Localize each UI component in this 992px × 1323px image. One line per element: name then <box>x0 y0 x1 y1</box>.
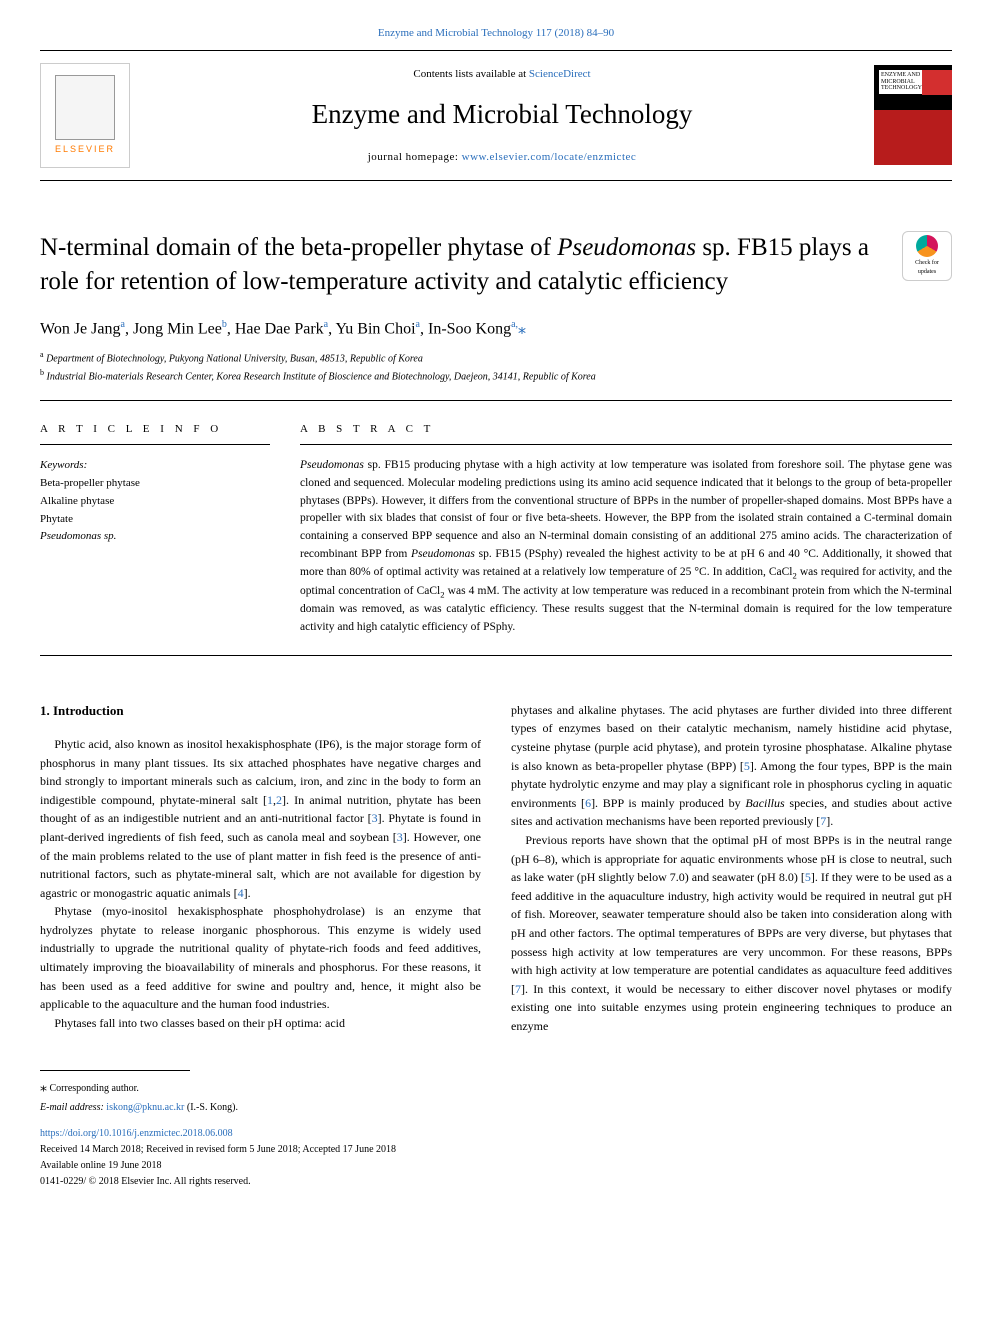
footer-divider <box>40 1070 190 1071</box>
article-title: N-terminal domain of the beta-propeller … <box>40 231 887 299</box>
check-for-updates-badge[interactable]: Check for updates <box>902 231 952 281</box>
abstract-column: A B S T R A C T Pseudomonas sp. FB15 pro… <box>300 421 952 636</box>
journal-cover-thumbnail: ENZYME AND MICROBIAL TECHNOLOGY <box>874 65 952 165</box>
affiliation-a: a Department of Biotechnology, Pukyong N… <box>40 349 952 367</box>
cover-accent <box>922 70 952 95</box>
available-line: Available online 19 June 2018 <box>40 1158 952 1174</box>
body-column-right: phytases and alkaline phytases. The acid… <box>511 701 952 1036</box>
keyword: Phytate <box>40 511 270 529</box>
received-line: Received 14 March 2018; Received in revi… <box>40 1142 952 1158</box>
paragraph: phytases and alkaline phytases. The acid… <box>511 701 952 831</box>
doi-link[interactable]: https://doi.org/10.1016/j.enzmictec.2018… <box>40 1128 233 1139</box>
paragraph: Phytic acid, also known as inositol hexa… <box>40 735 481 902</box>
elsevier-logo: ELSEVIER <box>40 63 130 168</box>
keywords-list: Beta-propeller phytase Alkaline phytase … <box>40 475 270 545</box>
email-name: (I.-S. Kong). <box>187 1102 238 1113</box>
sciencedirect-link[interactable]: ScienceDirect <box>529 68 591 80</box>
journal-title: Enzyme and Microbial Technology <box>130 94 874 135</box>
homepage-line: journal homepage: www.elsevier.com/locat… <box>130 149 874 166</box>
journal-header: ELSEVIER Contents lists available at Sci… <box>40 50 952 182</box>
corresponding-author: ⁎ Corresponding author. <box>40 1077 952 1099</box>
header-center: Contents lists available at ScienceDirec… <box>130 51 874 181</box>
contents-prefix: Contents lists available at <box>413 68 528 80</box>
keyword: Pseudomonas sp. <box>40 528 270 546</box>
affiliation-b: b Industrial Bio-materials Research Cent… <box>40 367 952 385</box>
keyword: Alkaline phytase <box>40 493 270 511</box>
article-info-heading: A R T I C L E I N F O <box>40 421 270 445</box>
journal-reference-link[interactable]: Enzyme and Microbial Technology 117 (201… <box>378 27 614 39</box>
divider <box>40 655 952 656</box>
check-updates-line1: Check for <box>915 259 939 268</box>
envelope-icon: ⁎ <box>40 1080 47 1095</box>
title-row: N-terminal domain of the beta-propeller … <box>40 231 952 299</box>
info-abstract-row: A R T I C L E I N F O Keywords: Beta-pro… <box>40 421 952 636</box>
doi-line: https://doi.org/10.1016/j.enzmictec.2018… <box>40 1126 952 1142</box>
footer: ⁎ Corresponding author. E-mail address: … <box>40 1070 952 1189</box>
section-heading: 1. Introduction <box>40 701 481 721</box>
paragraph: Phytases fall into two classes based on … <box>40 1014 481 1033</box>
divider <box>40 400 952 401</box>
journal-reference-top: Enzyme and Microbial Technology 117 (201… <box>0 0 992 50</box>
authors: Won Je Janga, Jong Min Leeb, Hae Dae Par… <box>40 317 952 341</box>
elsevier-label: ELSEVIER <box>55 143 115 157</box>
paragraph: Previous reports have shown that the opt… <box>511 831 952 1036</box>
keyword: Beta-propeller phytase <box>40 475 270 493</box>
body-column-left: 1. Introduction Phytic acid, also known … <box>40 701 481 1036</box>
check-updates-line2: updates <box>918 268 936 277</box>
keywords-label: Keywords: <box>40 457 270 474</box>
email-link[interactable]: iskong@pknu.ac.kr <box>106 1102 184 1113</box>
article-main: N-terminal domain of the beta-propeller … <box>40 231 952 1035</box>
paragraph: Phytase (myo-inositol hexakisphosphate p… <box>40 902 481 1014</box>
crossmark-icon <box>916 235 938 257</box>
elsevier-tree-icon <box>55 75 115 140</box>
contents-line: Contents lists available at ScienceDirec… <box>130 66 874 83</box>
body-columns: 1. Introduction Phytic acid, also known … <box>40 701 952 1036</box>
affiliations: a Department of Biotechnology, Pukyong N… <box>40 349 952 386</box>
homepage-prefix: journal homepage: <box>368 151 462 163</box>
abstract-heading: A B S T R A C T <box>300 421 952 445</box>
cover-body <box>874 110 952 165</box>
article-info-column: A R T I C L E I N F O Keywords: Beta-pro… <box>40 421 270 636</box>
copyright-line: 0141-0229/ © 2018 Elsevier Inc. All righ… <box>40 1174 952 1190</box>
email-line: E-mail address: iskong@pknu.ac.kr (I.-S.… <box>40 1100 952 1116</box>
abstract-text: Pseudomonas sp. FB15 producing phytase w… <box>300 457 952 637</box>
homepage-url[interactable]: www.elsevier.com/locate/enzmictec <box>462 151 637 163</box>
email-label: E-mail address: <box>40 1102 104 1113</box>
